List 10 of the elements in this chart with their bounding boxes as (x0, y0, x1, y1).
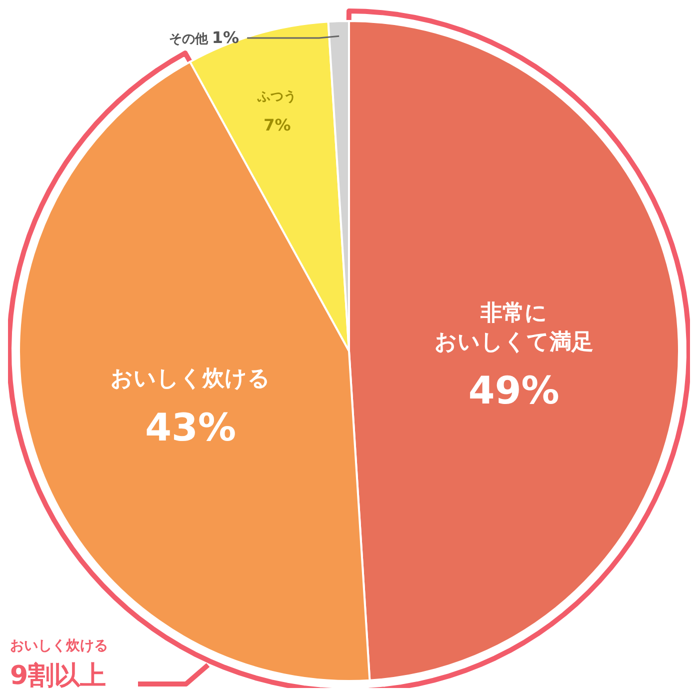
data-label: 1% (212, 28, 240, 47)
data-label: 49% (468, 368, 560, 412)
data-label: 7% (264, 115, 291, 134)
slice-label: おいしく炊ける (110, 366, 271, 392)
slice-label: ふつう (256, 89, 297, 104)
slice-label: おいしく炊ける (10, 638, 108, 654)
text: 9割以上 (10, 661, 106, 691)
data-label: 43% (145, 405, 236, 450)
slice-label: その他 (168, 32, 208, 47)
slice-label: 非常においしくて満足 (434, 301, 594, 355)
